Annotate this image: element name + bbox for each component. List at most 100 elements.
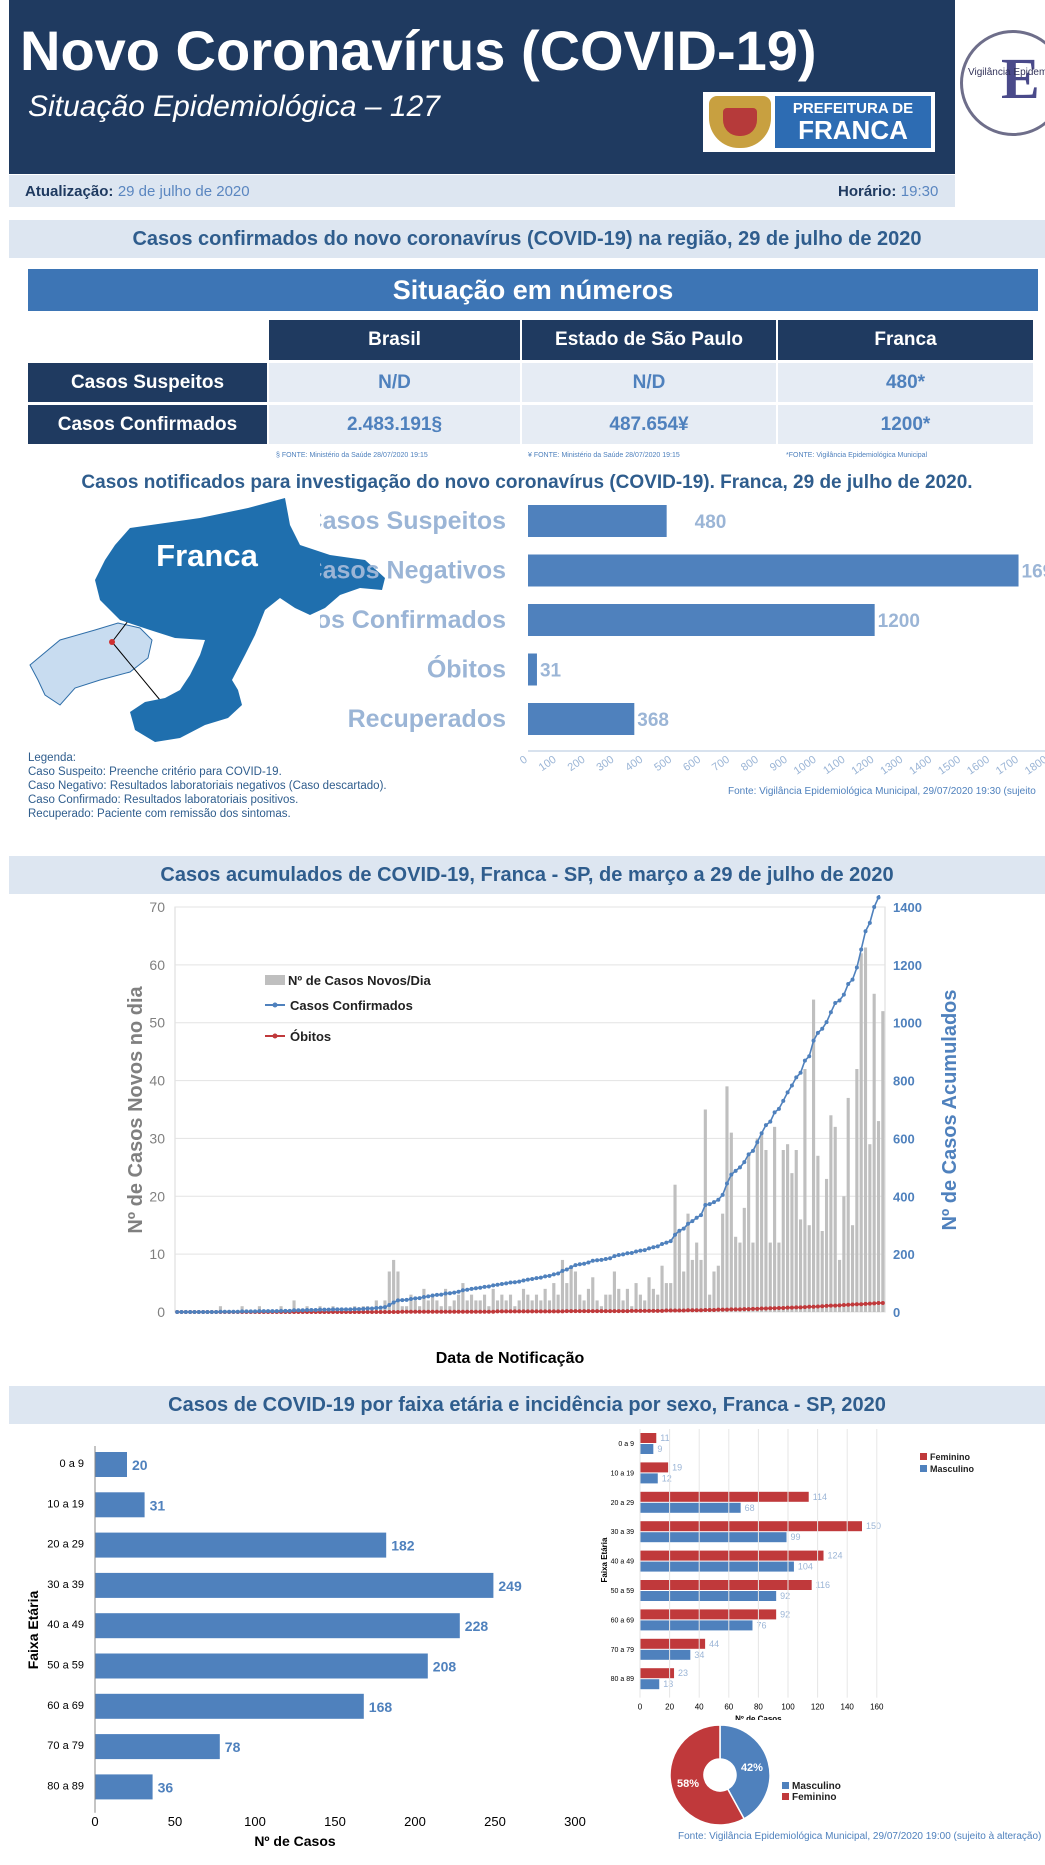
bar-day-106: [634, 1283, 638, 1312]
bar-day-152: [833, 1126, 837, 1312]
bar-masculino-30-a-39: [640, 1532, 787, 1543]
confirmados-point-54: [408, 1296, 413, 1301]
value-feminino-20-a-29: 114: [813, 1492, 827, 1502]
value-label-casos-negativos: 1698: [1022, 562, 1045, 583]
legend-swatch-masculino: [782, 1782, 789, 1789]
bar-day-101: [612, 1271, 616, 1312]
bar-day-72: [487, 1306, 491, 1312]
confirmados-point-61: [439, 1292, 444, 1297]
confirmados-point-134: [755, 1140, 760, 1145]
confirmados-point-72: [486, 1284, 491, 1289]
bar-day-97: [595, 1300, 599, 1312]
obitos-point-98: [599, 1309, 604, 1314]
bar-day-120: [695, 1242, 699, 1312]
franca-municipality-shape: [95, 498, 385, 742]
bar-day-51: [396, 1271, 400, 1312]
confirmados-point-145: [802, 1058, 807, 1063]
bar-day-110: [651, 1288, 655, 1312]
category-label-80-a-89: 80 a 89: [47, 1780, 84, 1792]
confirmados-point-112: [660, 1242, 665, 1247]
bar-day-62: [444, 1288, 448, 1312]
value-masculino-80-a-89: 13: [663, 1679, 673, 1689]
bar-day-129: [734, 1236, 738, 1312]
confirmados-point-129: [733, 1168, 738, 1173]
y-right-tick-600: 600: [893, 1131, 915, 1146]
obitos-point-58: [426, 1309, 431, 1314]
confirmados-point-149: [820, 1026, 825, 1031]
bar-day-65: [457, 1294, 461, 1312]
confirmados-point-6: [201, 1310, 206, 1314]
obitos-point-121: [699, 1308, 704, 1313]
x-axis-title: Nº de Casos: [254, 1833, 336, 1849]
bar-day-116: [677, 1231, 681, 1312]
x-tick-1200: 1200: [849, 754, 876, 778]
obitos-point-63: [447, 1309, 452, 1314]
x-tick-700: 700: [710, 754, 732, 774]
obitos-point-155: [846, 1302, 851, 1307]
confirmados-point-147: [811, 1038, 816, 1043]
bar-day-150: [824, 1178, 829, 1312]
obitos-point-148: [815, 1304, 820, 1309]
obitos-point-122: [703, 1307, 708, 1312]
y-right-tick-400: 400: [893, 1189, 915, 1204]
confirmados-point-104: [625, 1251, 630, 1256]
confirmados-point-82: [530, 1277, 535, 1282]
obitos-point-79: [517, 1309, 522, 1314]
obitos-point-159: [863, 1301, 868, 1306]
obitos-point-101: [612, 1309, 617, 1314]
obitos-point-112: [660, 1308, 665, 1313]
confirmados-point-126: [720, 1192, 725, 1197]
bar-day-50: [392, 1259, 396, 1312]
confirmados-point-19: [257, 1309, 262, 1314]
y-right-tick-1400: 1400: [893, 900, 922, 915]
obitos-point-143: [794, 1305, 799, 1310]
bar-day-82: [530, 1300, 534, 1312]
bar-day-76: [504, 1300, 508, 1312]
legend-confirmados: Casos Confirmados: [290, 998, 413, 1013]
confirmados-point-102: [616, 1253, 621, 1258]
sexo-source: Fonte: Vigilância Epidemiológica Municip…: [678, 1831, 1042, 1842]
x-tick-0: 0: [638, 1703, 643, 1712]
value-masculino-10-a-19: 12: [662, 1473, 672, 1483]
confirmados-point-132: [746, 1152, 751, 1157]
y-tick-0: 0: [157, 1304, 165, 1320]
bar-day-71: [482, 1294, 487, 1312]
obitos-point-70: [478, 1309, 483, 1314]
x-axis-title: Nº de Casos: [735, 1715, 782, 1720]
bar-day-94: [582, 1300, 586, 1312]
legend-marker-obitos: [272, 1033, 278, 1039]
confirmados-point-77: [508, 1280, 513, 1285]
obitos-point-74: [495, 1309, 500, 1314]
section-title-regiao: Casos confirmados do novo coronavírus (C…: [132, 228, 922, 250]
confirmados-point-69: [473, 1286, 478, 1291]
confirmados-point-65: [456, 1289, 461, 1294]
legend-marker-confirmados: [272, 1002, 278, 1008]
bar-day-156: [850, 1225, 855, 1312]
obitos-point-64: [452, 1309, 457, 1314]
bar-day-102: [617, 1288, 621, 1312]
obitos-point-109: [647, 1308, 652, 1313]
value-label-20-a-29: 182: [391, 1538, 415, 1554]
bar-day-27: [292, 1300, 296, 1312]
legend-swatch-masculino: [920, 1465, 927, 1472]
bar-day-123: [708, 1294, 712, 1312]
confirmados-point-28: [296, 1308, 301, 1313]
confirmados-point-136: [763, 1123, 768, 1128]
bar-60-a-69: [95, 1693, 364, 1719]
value-label-40-a-49: 228: [465, 1618, 489, 1634]
obitos-point-56: [417, 1309, 422, 1314]
obitos-point-137: [768, 1306, 773, 1311]
confirmados-point-55: [413, 1296, 418, 1301]
legend-casos-novos: Nº de Casos Novos/Dia: [288, 973, 432, 988]
confirmados-point-73: [491, 1283, 496, 1288]
confirmados-point-38: [339, 1307, 344, 1312]
confirmados-point-95: [586, 1260, 591, 1265]
legend-swatch-feminino: [920, 1453, 927, 1460]
confirmados-point-70: [478, 1285, 483, 1290]
bar-feminino-20-a-29: [640, 1491, 809, 1502]
category-label-20-a-29: 20 a 29: [611, 1500, 634, 1507]
bar-casos-suspeitos: [528, 505, 667, 537]
bar-day-53: [405, 1306, 409, 1312]
confirmados-point-58: [426, 1294, 431, 1299]
bar-40-a-49: [95, 1613, 460, 1639]
